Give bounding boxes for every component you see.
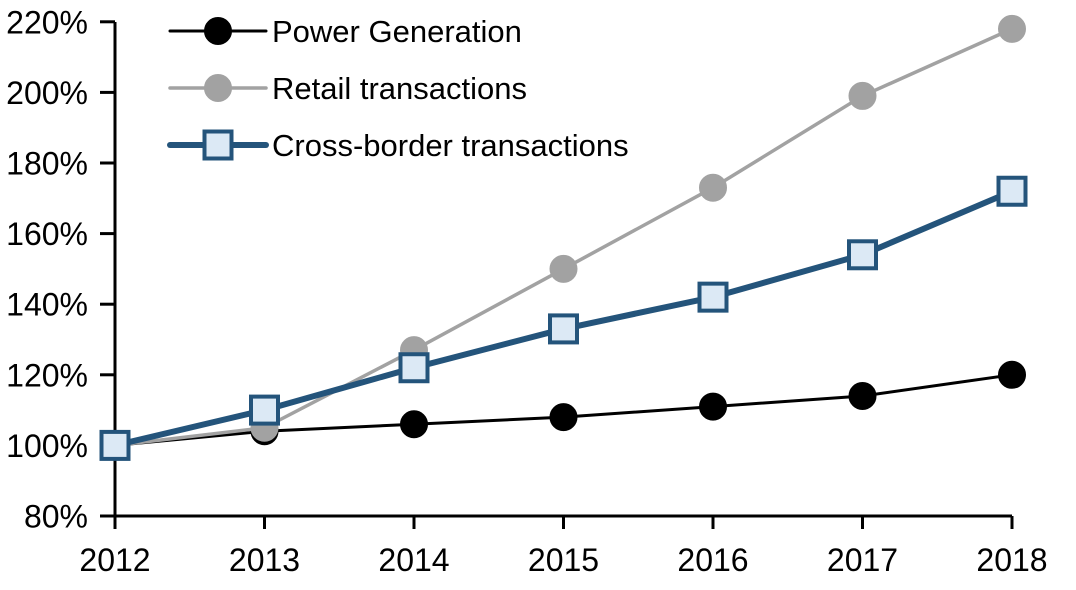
cross-border-transactions-marker xyxy=(398,352,430,384)
legend: Power Generation Retail transactions Cross… xyxy=(167,14,629,163)
x-tick-label: 2018 xyxy=(976,542,1047,578)
x-tick-label: 2016 xyxy=(677,542,748,578)
power-generation-marker xyxy=(998,360,1026,389)
cross-border-transactions-marker xyxy=(697,281,729,313)
x-tick-label: 2015 xyxy=(528,542,599,578)
y-tick-label: 160% xyxy=(6,216,88,252)
retail-transactions-line xyxy=(113,27,1014,448)
series-cross-border-transactions xyxy=(99,175,1028,461)
y-axis: 80% 100% 120% 140% 160% 180% 200% 220% xyxy=(6,4,115,535)
legend-marker-circle-icon xyxy=(204,74,232,102)
y-tick-label: 100% xyxy=(6,428,88,464)
power-generation-marker xyxy=(400,410,428,439)
x-tick-label: 2014 xyxy=(378,542,449,578)
cross-border-transactions-marker xyxy=(249,394,280,426)
x-axis: 2012 2013 2014 2015 2016 2017 2018 xyxy=(79,516,1048,578)
legend-label: Cross-border transactions xyxy=(272,128,629,163)
x-tick-label: 2017 xyxy=(827,542,898,578)
retail-transactions-marker xyxy=(998,14,1026,43)
legend-item-power-generation: Power Generation xyxy=(168,14,522,49)
x-tick-label: 2013 xyxy=(229,542,300,578)
legend-label: Power Generation xyxy=(272,14,522,49)
y-tick-label: 180% xyxy=(6,146,88,182)
legend-label: Retail transactions xyxy=(272,71,527,106)
cross-border-transactions-marker xyxy=(996,175,1028,207)
retail-transactions-marker xyxy=(848,81,877,110)
y-tick-label: 200% xyxy=(6,75,88,111)
cross-border-transactions-marker xyxy=(847,239,878,271)
power-generation-marker xyxy=(549,403,578,432)
x-tick-label: 2012 xyxy=(79,542,150,578)
cross-border-transactions-marker xyxy=(99,429,131,461)
series-power-generation xyxy=(101,360,1026,460)
y-tick-label: 140% xyxy=(6,287,88,323)
legend-marker-circle-icon xyxy=(204,17,232,45)
retail-transactions-marker xyxy=(699,173,727,202)
y-tick-label: 120% xyxy=(6,357,88,393)
y-tick-label: 220% xyxy=(6,4,88,40)
power-generation-marker xyxy=(848,381,877,410)
legend-item-retail-transactions: Retail transactions xyxy=(168,71,527,106)
power-generation-marker xyxy=(699,392,727,421)
legend-item-cross-border-transactions: Cross-border transactions xyxy=(167,128,629,163)
cross-border-transactions-marker xyxy=(548,313,579,345)
legend-marker-square-icon xyxy=(202,129,234,161)
retail-transactions-marker xyxy=(549,254,578,283)
y-tick-label: 80% xyxy=(24,499,88,535)
